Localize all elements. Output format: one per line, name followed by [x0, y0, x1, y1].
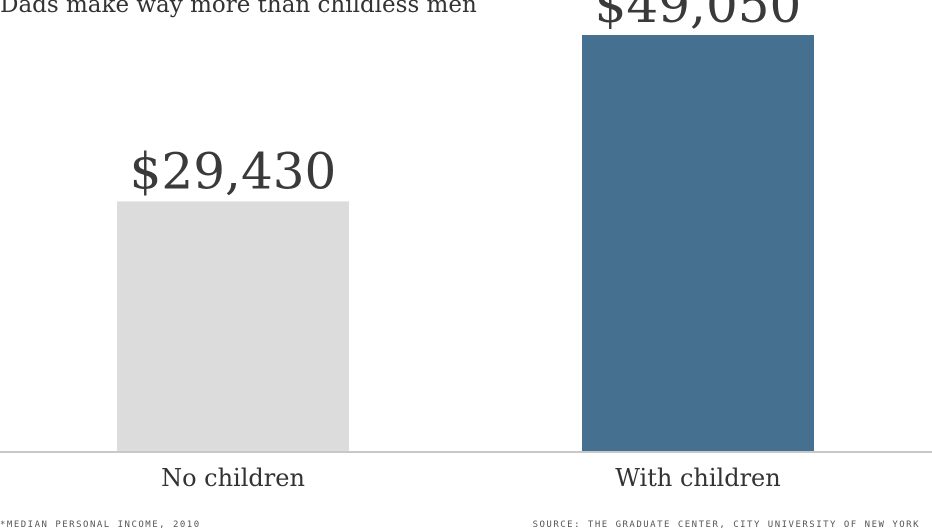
- category-label-1: No children: [161, 464, 305, 492]
- footnote-source: SOURCE: THE GRADUATE CENTER, CITY UNIVER…: [532, 520, 920, 530]
- footnote-median-income: *MEDIAN PERSONAL INCOME, 2010: [0, 520, 201, 530]
- bar-1: [117, 201, 349, 451]
- chart-title: Dads make way more than childless men: [0, 0, 477, 18]
- value-label-1: $29,430: [130, 142, 337, 200]
- category-label-2: With children: [615, 464, 780, 492]
- bar-2: [582, 35, 814, 451]
- value-label-2: $49,050: [595, 0, 802, 34]
